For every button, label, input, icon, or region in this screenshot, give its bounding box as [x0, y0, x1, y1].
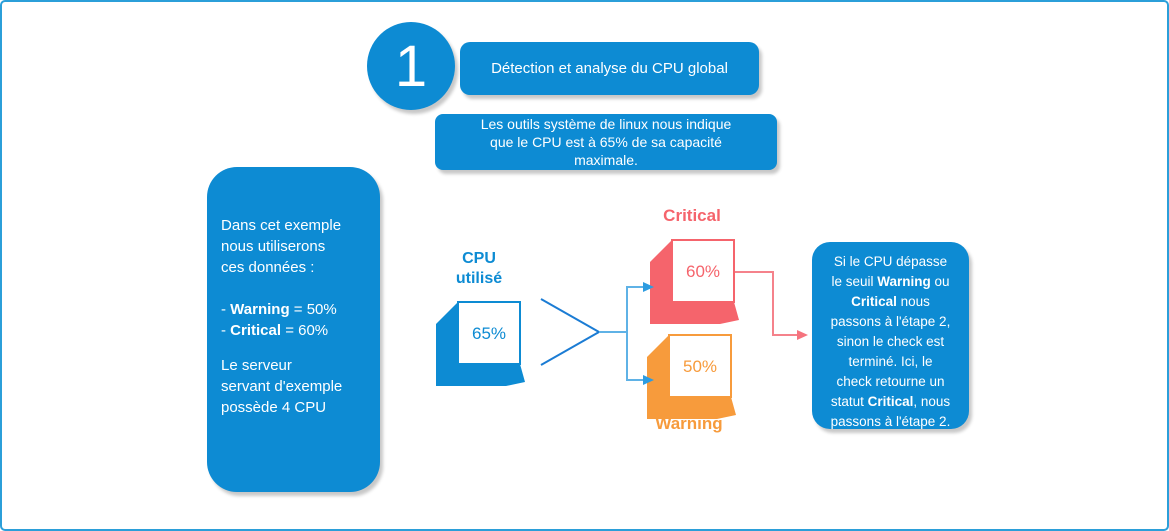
decision-line: passons à l'étape 2,	[812, 312, 969, 332]
info-text: Les outils système de linux nous indique…	[480, 116, 732, 168]
decision-text: sinon le check est	[836, 334, 945, 349]
step-number: 1	[394, 33, 428, 99]
decision-line: passons à l'étape 2.	[812, 412, 969, 432]
example-intro: Dans cet exemple nous utiliserons ces do…	[221, 217, 342, 276]
critical-to-decision-line	[735, 271, 797, 336]
decision-text: passons à l'étape 2.	[830, 414, 951, 429]
warning-tile: 50%	[647, 334, 736, 419]
decision-box: Si le CPU dépasse le seuil Warning ou Cr…	[812, 242, 969, 429]
decision-text: le seuil	[831, 274, 878, 289]
decision-text: terminé. Ici, le	[848, 354, 933, 369]
decision-text: check retourne un	[836, 374, 945, 389]
example-data-box: Dans cet exemple nous utiliserons ces do…	[207, 167, 380, 492]
decision-text: Si le CPU dépasse	[833, 254, 948, 269]
decision-bold: Critical	[851, 294, 897, 309]
cpu-used-label: CPU utilisé	[455, 250, 503, 287]
decision-line: terminé. Ici, le	[812, 352, 969, 372]
decision-text: nous	[896, 294, 930, 309]
decision-text: , nous	[913, 394, 951, 409]
step-title: Détection et analyse du CPU global	[491, 60, 728, 77]
cpu-usage-value: 65%	[472, 324, 506, 343]
decision-line: le seuil Warning ou	[812, 272, 969, 292]
warning-dash: -	[221, 301, 231, 318]
decision-line: statut Critical, nous	[812, 392, 969, 412]
step-title-box: Détection et analyse du CPU global	[460, 42, 759, 95]
critical-term: Critical	[230, 322, 282, 339]
warning-threshold: - Warning = 50%	[221, 299, 370, 320]
split-line-top	[540, 298, 600, 333]
step-number-badge: 1	[367, 22, 455, 110]
example-outro: Le serveur servant d'exemple possède 4 C…	[221, 357, 343, 416]
warning-label: Warning	[655, 414, 723, 433]
decision-bold: Warning	[877, 274, 931, 289]
critical-value: = 60%	[281, 322, 329, 339]
decision-text: passons à l'étape 2,	[830, 314, 951, 329]
critical-tile-face	[671, 239, 735, 303]
decision-line: sinon le check est	[812, 332, 969, 352]
cpu-usage-tile: 65%	[436, 301, 525, 386]
branch-bracket-lines	[599, 286, 643, 381]
warning-term: Warning	[230, 301, 290, 318]
threshold-list: - Warning = 50% - Critical = 60%	[221, 299, 370, 341]
warning-value: = 50%	[289, 301, 337, 318]
decision-text: statut	[830, 394, 868, 409]
info-box: Les outils système de linux nous indique…	[435, 114, 777, 170]
arrow-right-icon	[797, 330, 808, 340]
critical-tile: 60%	[650, 239, 739, 324]
critical-threshold-value: 60%	[686, 262, 720, 281]
decision-text: ou	[930, 274, 950, 289]
decision-line: Si le CPU dépasse	[812, 252, 969, 272]
critical-threshold: - Critical = 60%	[221, 320, 370, 341]
warning-threshold-value: 50%	[683, 357, 717, 376]
split-line-bottom	[540, 331, 600, 366]
split-connector-lines	[540, 298, 600, 366]
decision-bold: Critical	[867, 394, 914, 409]
critical-label: Critical	[663, 206, 721, 225]
decision-line: Critical nous	[812, 292, 969, 312]
warning-tile-face	[668, 334, 732, 398]
cpu-tile-face	[457, 301, 521, 365]
decision-line: check retourne un	[812, 372, 969, 392]
critical-dash: -	[221, 322, 231, 339]
